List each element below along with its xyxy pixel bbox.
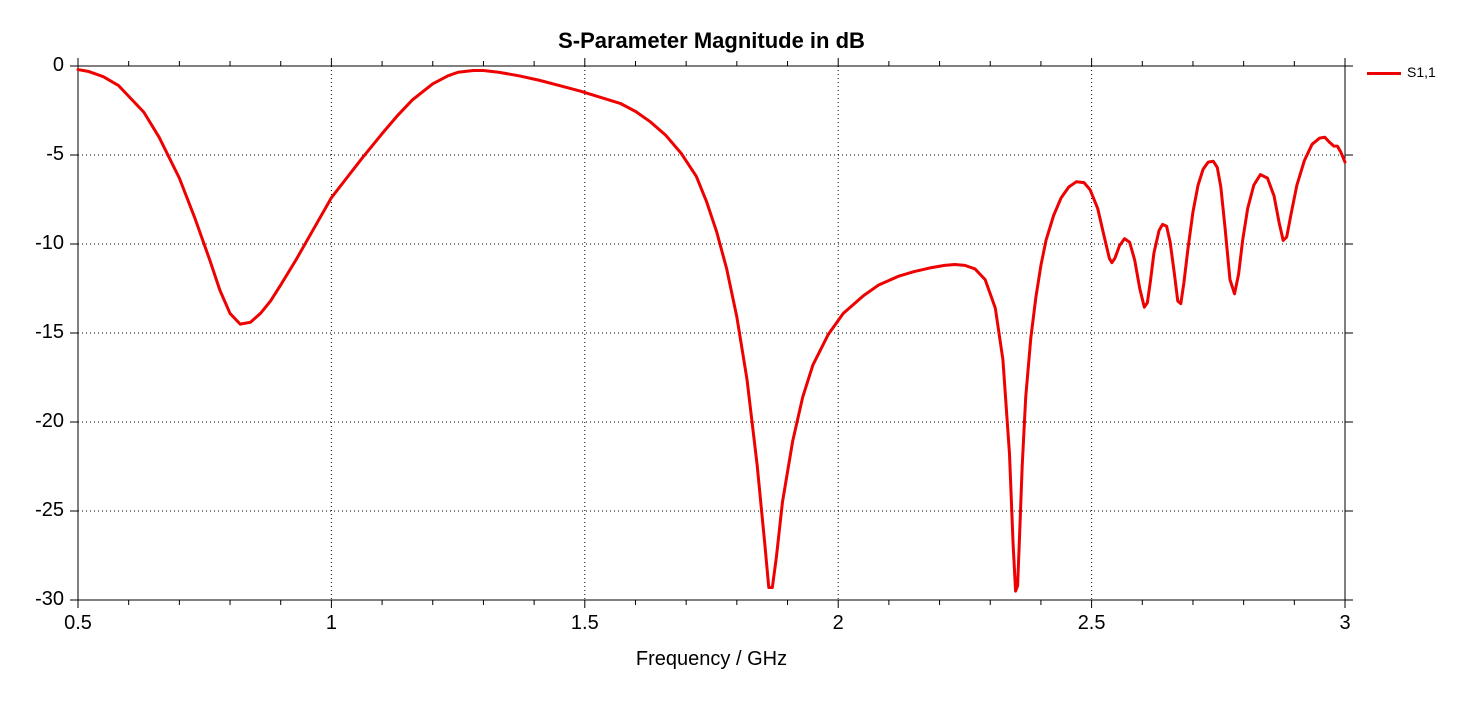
y-tick-label: -25 (35, 499, 64, 522)
y-tick-label: -15 (35, 321, 64, 344)
chart-title: S-Parameter Magnitude in dB (78, 28, 1345, 54)
x-tick-label: 1.5 (545, 612, 625, 635)
legend-line (1367, 72, 1401, 75)
chart-xlabel: Frequency / GHz (78, 648, 1345, 671)
y-tick-label: -30 (35, 588, 64, 611)
y-tick-label: 0 (53, 54, 64, 77)
y-tick-label: -10 (35, 232, 64, 255)
x-tick-label: 3 (1305, 612, 1385, 635)
legend-text: S1,1 (1407, 64, 1436, 80)
y-tick-label: -20 (35, 410, 64, 433)
x-tick-label: 0.5 (38, 612, 118, 635)
x-tick-label: 2.5 (1052, 612, 1132, 635)
x-tick-label: 1 (291, 612, 371, 635)
x-tick-label: 2 (798, 612, 878, 635)
chart-svg (0, 0, 1462, 703)
sparameter-chart: S-Parameter Magnitude in dB Frequency / … (0, 0, 1462, 703)
y-tick-label: -5 (46, 143, 64, 166)
